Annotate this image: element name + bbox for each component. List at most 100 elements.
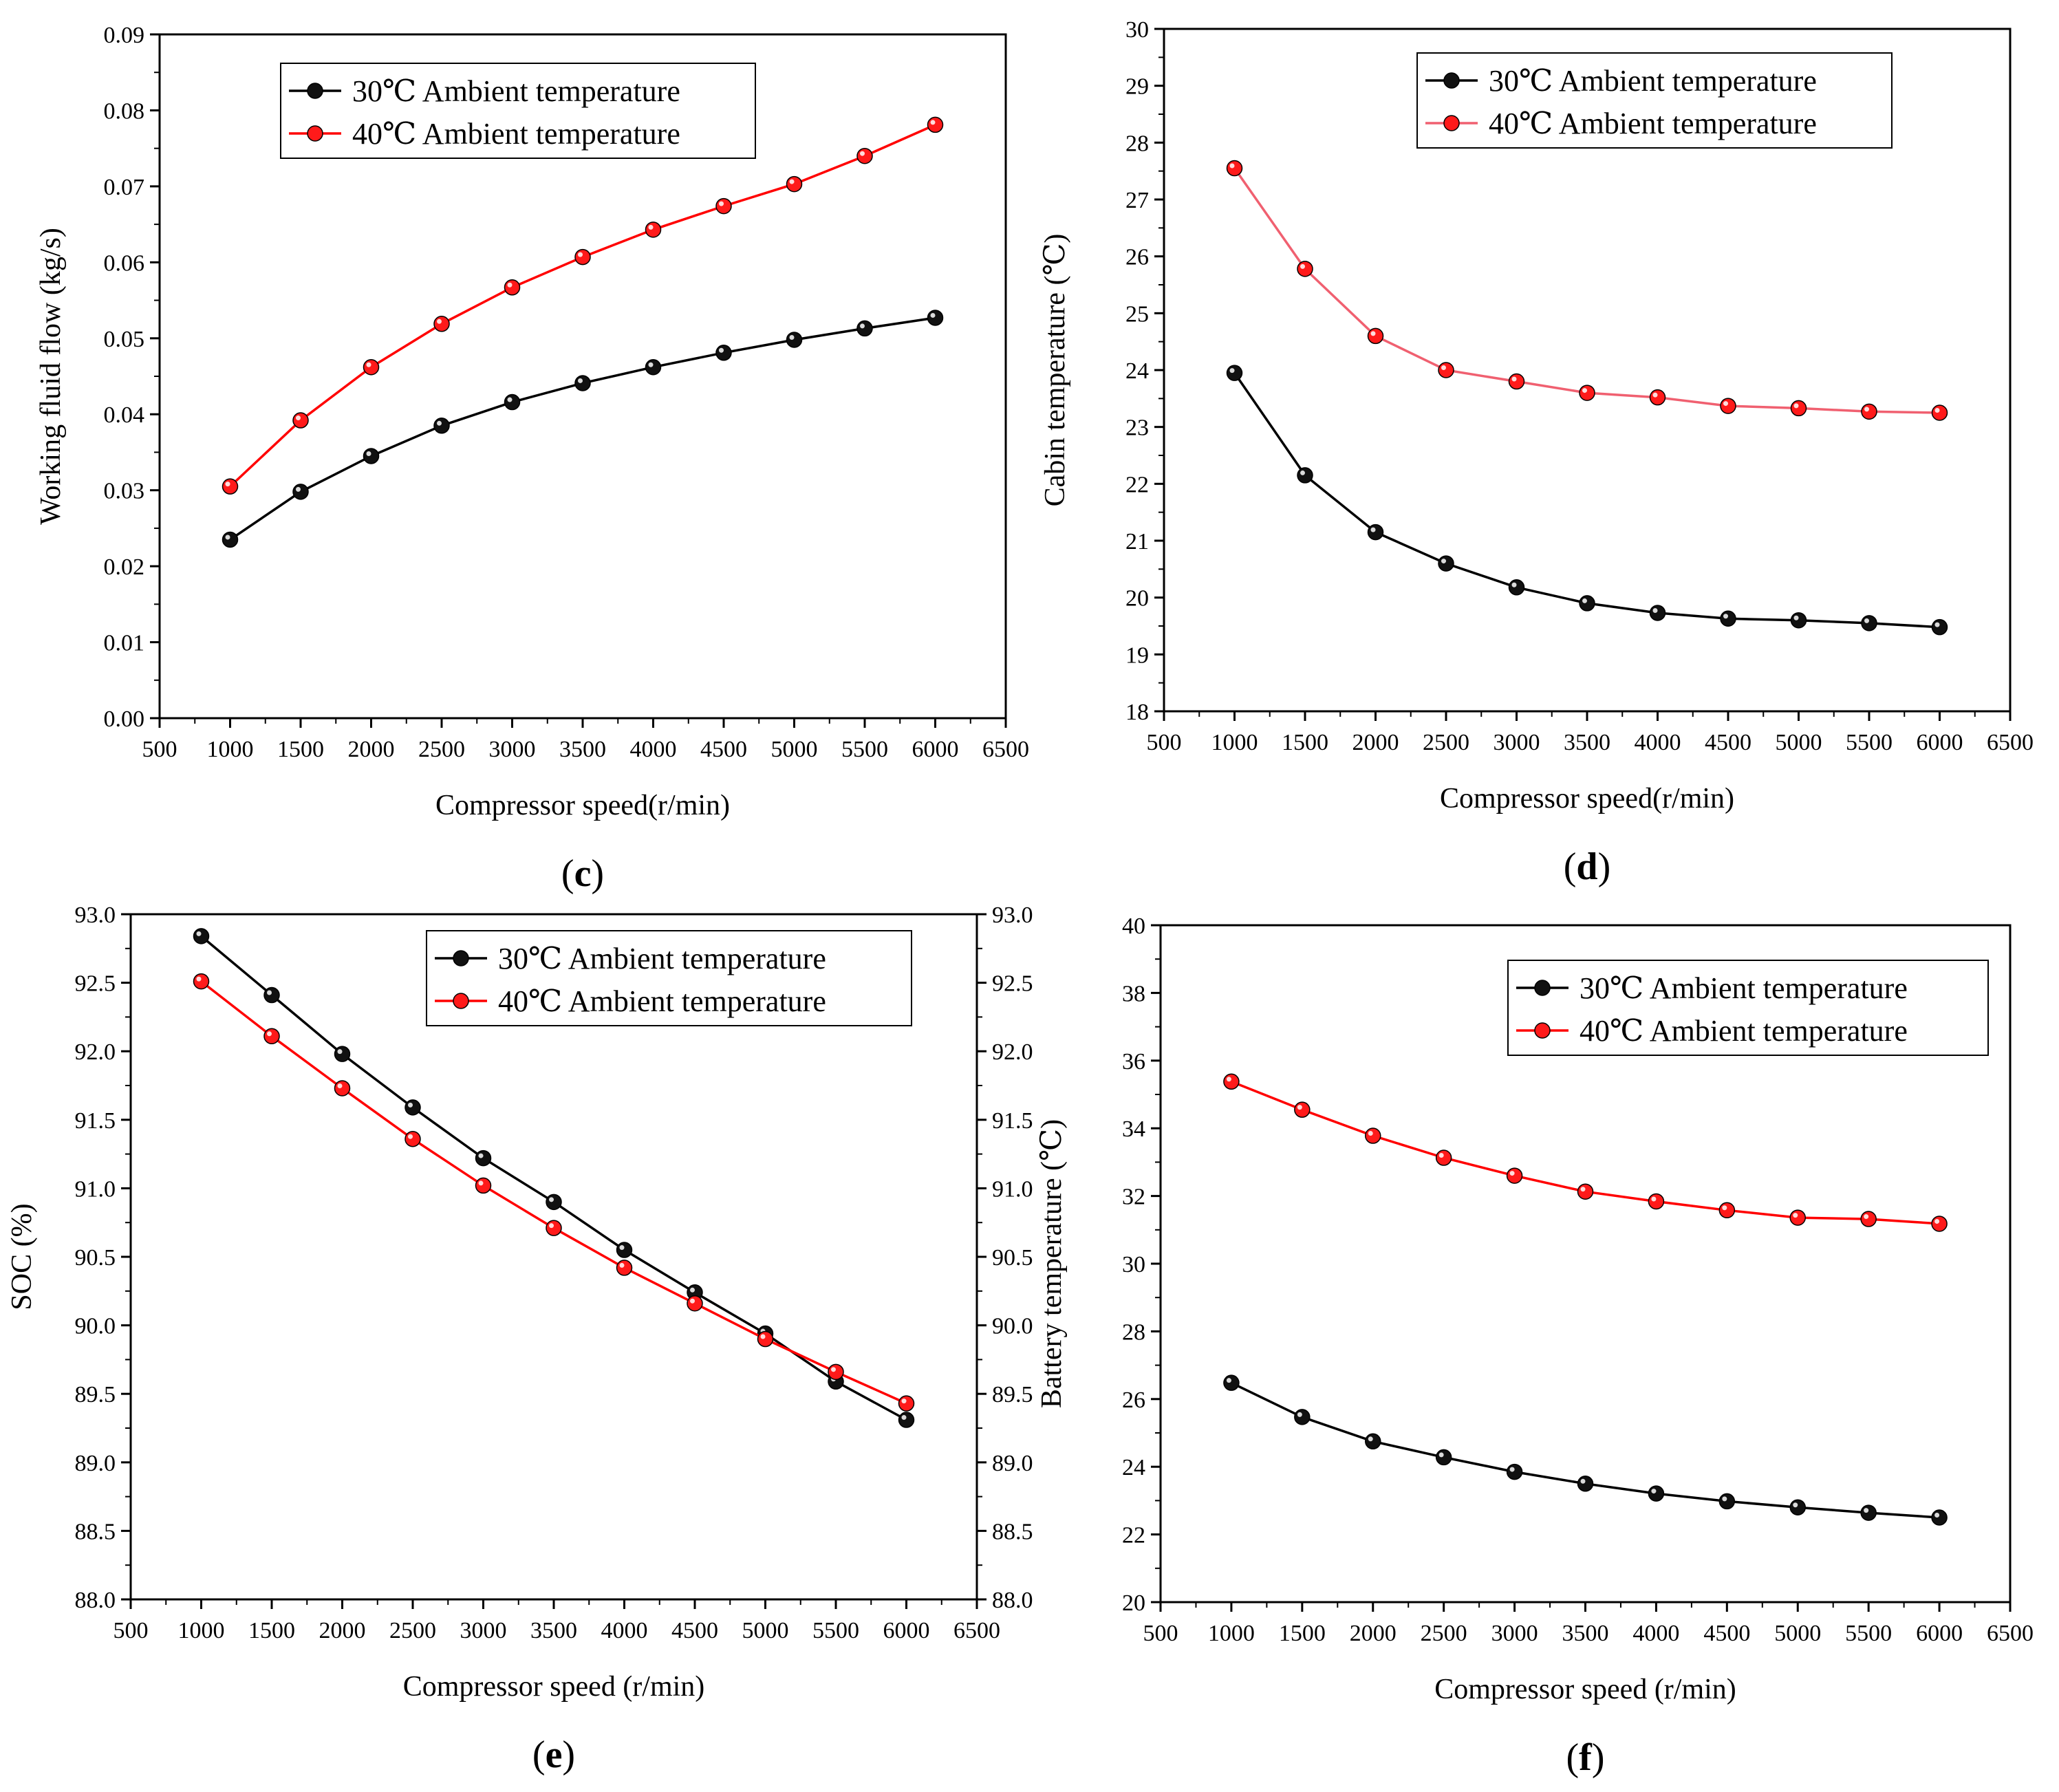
data-point (1226, 365, 1243, 381)
data-point-highlight (296, 486, 301, 492)
legend-label: 40℃ Ambient temperature (1489, 107, 1817, 140)
x-tick-label: 3500 (1564, 730, 1610, 755)
y-axis-title: SOC (%) (6, 1203, 38, 1310)
series-line-2 (1233, 167, 1940, 414)
data-point (616, 1242, 633, 1258)
data-point-highlight (1934, 408, 1940, 413)
data-point-highlight (619, 1262, 625, 1268)
data-point (715, 197, 732, 215)
y-axis-title: Working fluid flow (kg/s) (35, 228, 67, 525)
data-point-highlight (648, 224, 654, 230)
x-tick-label: 3000 (460, 1618, 507, 1643)
data-point-highlight (1580, 1187, 1586, 1192)
data-point (334, 1080, 351, 1097)
data-point-highlight (789, 334, 795, 340)
x-tick-label: 2500 (1423, 730, 1469, 755)
legend-marker (1534, 980, 1551, 996)
data-point (757, 1330, 774, 1348)
data-point-highlight (549, 1223, 554, 1229)
data-point (263, 1028, 280, 1045)
data-point-highlight (337, 1049, 343, 1055)
data-point (475, 1149, 492, 1167)
x-tick-label: 5000 (771, 737, 818, 762)
data-point-highlight (831, 1367, 836, 1372)
data-point (1861, 615, 1877, 631)
y-tick-label: 0.03 (104, 479, 145, 504)
x-tick-label: 1000 (1211, 730, 1258, 755)
data-point-highlight (1300, 470, 1305, 475)
data-point (1367, 327, 1384, 345)
data-point-highlight (1368, 1131, 1373, 1136)
series-line-2 (200, 980, 907, 1405)
data-point (334, 1046, 351, 1062)
x-tick-label: 1500 (1279, 1621, 1326, 1646)
data-point-highlight (930, 120, 936, 125)
x-tick-label: 500 (142, 737, 177, 762)
data-point-highlight (1651, 1489, 1657, 1494)
data-point (1367, 523, 1384, 541)
data-point (1649, 389, 1666, 406)
data-point (222, 478, 239, 495)
data-point (1720, 398, 1736, 414)
y-tick-label: 0.06 (104, 250, 145, 276)
x-tick-label: 3000 (489, 737, 536, 762)
data-point-highlight (1226, 1077, 1231, 1082)
x-tick-label: 5000 (1776, 730, 1822, 755)
series-line-2 (229, 123, 936, 488)
y-tick-label: 40 (1122, 914, 1145, 939)
x-tick-label: 6000 (1916, 1621, 1963, 1646)
x-tick-label: 6000 (883, 1618, 930, 1643)
panel-label: (d) (1564, 845, 1610, 888)
data-point-highlight (366, 362, 371, 367)
data-point (1648, 1485, 1665, 1502)
chart-panel-c: 500 1000 1500 2000 2500 3000 3500 4000 4500 5000 5… (0, 0, 1030, 896)
data-point (1223, 1374, 1240, 1391)
data-point (898, 1412, 915, 1428)
data-point-highlight (760, 1334, 766, 1339)
legend-marker (1443, 72, 1460, 89)
data-point (1718, 1493, 1736, 1510)
data-point (1226, 160, 1243, 177)
y-tick-label: 0.09 (104, 23, 145, 48)
legend-label: 40℃ Ambient temperature (498, 984, 826, 1018)
data-point-highlight (619, 1245, 625, 1251)
y-axis-title: Cabin temperature (℃) (1039, 234, 1071, 507)
y-axis-title: Battery temperature (℃) (1036, 1119, 1068, 1408)
data-point-highlight (1934, 622, 1940, 627)
y2-tick-label: 88.5 (992, 1519, 1033, 1544)
data-point-highlight (1438, 1452, 1444, 1458)
data-point-highlight (578, 252, 583, 257)
legend-marker (1534, 1022, 1551, 1039)
data-point (1506, 1463, 1523, 1480)
chart-svg-d: 500 1000 1500 2000 2500 3000 3500 4000 4500 5000 5… (1039, 17, 2034, 888)
y-tick-label: 89.5 (75, 1382, 116, 1407)
y-tick-label: 22 (1125, 472, 1149, 497)
data-point (1297, 261, 1313, 277)
legend-box (280, 63, 756, 159)
data-point-highlight (1723, 401, 1728, 407)
data-point-highlight (719, 347, 724, 353)
x-tick-label: 6500 (1987, 730, 2034, 755)
x-tick-label: 3000 (1494, 730, 1540, 755)
data-point-highlight (478, 1180, 484, 1186)
x-tick-label: 1500 (248, 1618, 295, 1643)
data-point-highlight (437, 420, 442, 426)
data-point (1579, 385, 1595, 401)
y2-tick-label: 92.5 (992, 971, 1033, 997)
data-point-highlight (1297, 1412, 1302, 1417)
x-tick-label: 5500 (1845, 1621, 1892, 1646)
data-point (1438, 555, 1454, 572)
data-point (475, 1177, 492, 1194)
y2-tick-label: 90.5 (992, 1245, 1033, 1271)
data-point (1789, 1209, 1806, 1226)
legend-label: 30℃ Ambient temperature (1489, 64, 1817, 98)
panel-label: (c) (561, 852, 604, 895)
data-point (1931, 1216, 1948, 1232)
data-point (856, 147, 873, 164)
y-tick-label: 90.0 (75, 1314, 116, 1339)
y-tick-label: 36 (1122, 1049, 1145, 1075)
y-tick-label: 28 (1122, 1319, 1145, 1345)
y-tick-label: 0.01 (104, 631, 145, 656)
data-point-highlight (901, 1399, 907, 1404)
legend-label: 30℃ Ambient temperature (498, 942, 826, 975)
